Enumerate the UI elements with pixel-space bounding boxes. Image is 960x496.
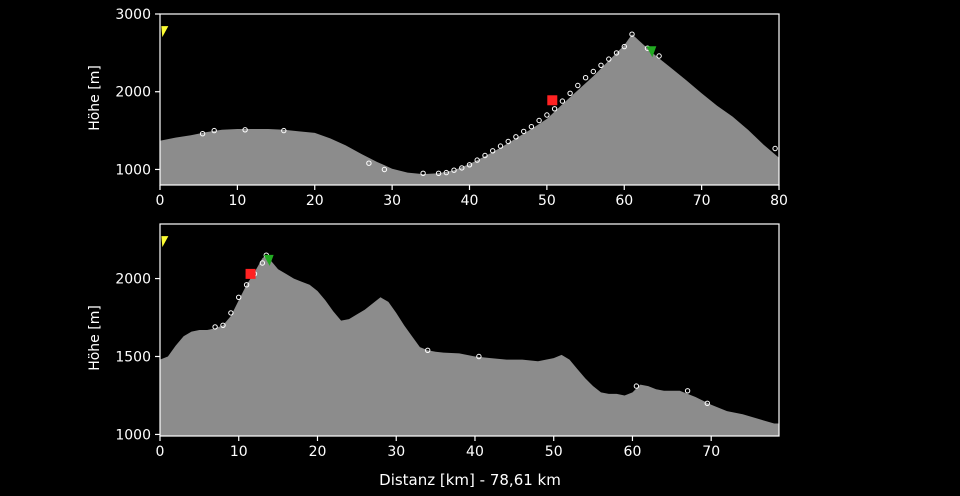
y-tick-label: 1000: [115, 427, 151, 443]
waypoint-marker: [575, 82, 581, 89]
waypoint-marker: [228, 310, 234, 316]
waypoint-marker: [528, 124, 535, 130]
waypoint-marker: [211, 127, 217, 134]
waypoint-marker: [559, 98, 566, 104]
waypoint-marker: [451, 167, 457, 173]
waypoint-marker: [629, 31, 635, 37]
waypoint-marker: [259, 260, 266, 266]
x-tick-label: 30: [387, 444, 405, 460]
x-tick-label: 70: [693, 193, 711, 209]
waypoint-marker: [633, 383, 640, 389]
start-flag-icon: [161, 26, 169, 38]
waypoint-marker: [536, 117, 542, 124]
summit-flag-icon: [646, 46, 657, 58]
x-tick-label: 60: [624, 444, 642, 460]
waypoint-marker: [497, 143, 504, 149]
waypoint-marker: [613, 50, 620, 56]
x-tick-label: 70: [702, 444, 720, 460]
waypoint-marker: [476, 353, 482, 360]
y-axis-title-bottom: Höhe [m]: [87, 305, 103, 371]
waypoint-marker: [435, 170, 442, 177]
waypoint-marker: [459, 165, 465, 171]
x-tick-label: 40: [461, 193, 479, 209]
waypoint-marker: [684, 388, 691, 394]
x-tick-label: 0: [156, 193, 165, 209]
waypoint-marker: [236, 294, 242, 300]
waypoint-marker: [242, 127, 248, 133]
waypoint-marker: [443, 169, 449, 176]
x-tick-label: 10: [230, 444, 248, 460]
waypoint-marker: [212, 324, 218, 330]
waypoint-marker: [544, 112, 550, 118]
waypoint-marker: [656, 53, 662, 59]
waypoint-marker: [482, 152, 488, 159]
waypoint-marker: [606, 56, 612, 62]
waypoint-marker: [243, 282, 250, 288]
x-tick-label: 50: [545, 444, 563, 460]
elevation-area: [160, 255, 779, 436]
waypoint-marker: [381, 166, 388, 173]
waypoint-marker: [551, 106, 558, 112]
waypoint-marker: [598, 62, 604, 69]
y-tick-label: 1500: [115, 350, 151, 366]
waypoint-marker: [220, 322, 226, 328]
waypoint-marker: [621, 43, 627, 50]
x-tick-label: 20: [306, 193, 324, 209]
plot-area-top: 0 10 20 30 40 50 60 70 80 1000 2000 3000: [115, 7, 788, 209]
summit-flag-icon: [263, 254, 274, 266]
waypoint-marker: [490, 148, 496, 154]
y-axis-title-top: Höhe [m]: [87, 65, 103, 131]
x-tick-label: 40: [466, 444, 484, 460]
waypoint-marker: [199, 131, 206, 137]
waypoint-marker: [281, 127, 287, 134]
waypoint-marker: [590, 68, 596, 75]
x-tick-label: 60: [615, 193, 633, 209]
waypoint-marker: [513, 134, 519, 140]
waypoint-marker: [505, 138, 511, 145]
x-tick-label: 0: [156, 444, 165, 460]
x-tick-label: 80: [770, 193, 788, 209]
waypoint-marker: [425, 347, 431, 353]
y-tick-label: 1000: [115, 162, 151, 178]
x-tick-label: 50: [538, 193, 556, 209]
elevation-chart-bottom: 0 10 20 30 40 50 60 70 1000 1500 2000 Höhe [m]: [87, 223, 780, 460]
waypoint-marker: [704, 400, 710, 406]
y-tick-label: 3000: [115, 7, 151, 23]
elevation-chart-top: 0 10 20 30 40 50 60 70 80 1000 2000 3000 Höhe [m]: [87, 7, 788, 209]
waypoint-marker: [366, 160, 372, 166]
position-marker-icon: [547, 95, 558, 106]
plot-area-bottom: 0 10 20 30 40 50 60 70 1000 1500 2000: [115, 223, 780, 460]
start-flag-icon: [161, 236, 169, 248]
elevation-area: [160, 34, 779, 186]
x-tick-label: 30: [383, 193, 401, 209]
waypoint-marker: [420, 170, 426, 177]
plot-frame: [159, 223, 780, 437]
waypoint-marker: [474, 157, 480, 163]
y-tick-label: 2000: [115, 272, 151, 288]
x-tick-label: 10: [228, 193, 246, 209]
y-tick-label: 2000: [115, 85, 151, 101]
waypoint-marker: [521, 128, 527, 135]
waypoint-marker: [567, 90, 573, 97]
position-marker-icon: [245, 268, 256, 279]
waypoint-marker: [772, 145, 778, 152]
waypoint-marker: [582, 75, 589, 81]
x-axis-title: Distanz [km] - 78,61 km: [379, 471, 561, 489]
x-tick-label: 20: [309, 444, 327, 460]
waypoint-marker: [466, 162, 473, 168]
